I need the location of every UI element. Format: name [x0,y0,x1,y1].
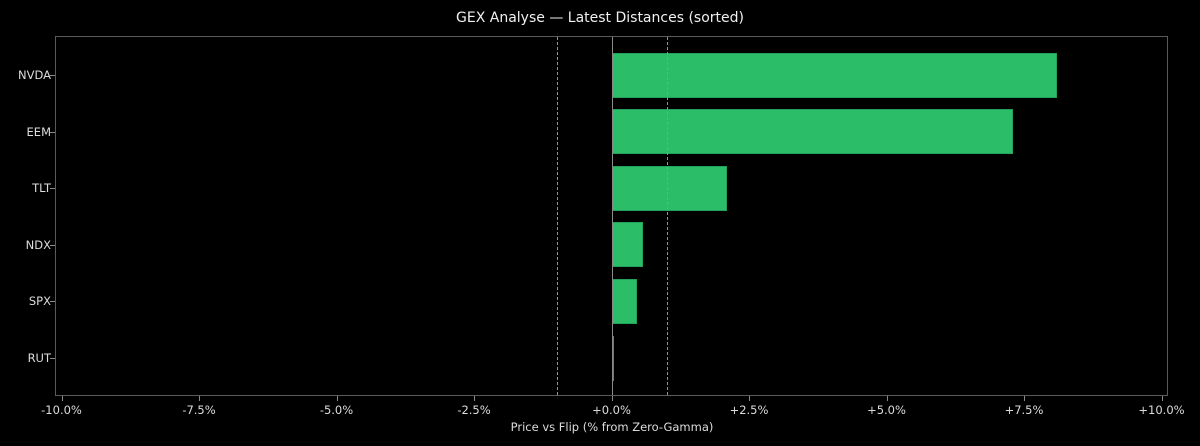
threshold-line [556,37,558,395]
x-tick [61,396,63,401]
x-tick [199,396,200,401]
x-tick-label: -2.5% [457,403,491,417]
bar-tlt [611,165,727,211]
chart-title: GEX Analyse — Latest Distances (sorted) [456,10,744,26]
bar-ndx [611,222,643,268]
x-tick [886,396,888,401]
y-tick [50,358,55,359]
x-tick-label: +5.0% [867,403,906,417]
bar-spx [611,278,638,324]
x-tick-label: -7.5% [182,403,216,417]
y-tick-label: NVDA [18,68,51,82]
y-tick-label: NDX [25,237,51,252]
plot-area [55,36,1168,396]
threshold-line [666,37,668,395]
zero-line [611,37,613,395]
x-tick [749,396,750,401]
x-tick-label: +2.5% [729,403,769,417]
x-axis-title: Price vs Flip (% from Zero-Gamma) [510,420,714,434]
y-tick-label: TLT [32,181,51,196]
y-tick [50,244,55,246]
y-tick-label: EEM [26,124,51,139]
x-tick [611,396,613,401]
x-tick-label: -10.0% [41,403,82,417]
x-tick [336,396,338,401]
y-tick [50,301,55,303]
x-tick-label: +0.0% [592,403,631,417]
bar-nvda [611,52,1057,98]
x-tick [1024,396,1025,401]
y-tick-label: SPX [28,294,51,309]
x-tick-label: +7.5% [1004,403,1044,417]
bar-eem [611,109,1013,155]
x-tick [474,396,475,401]
y-tick [50,75,55,76]
x-tick-label: -5.0% [319,403,354,417]
y-tick [50,131,55,133]
y-tick [50,188,55,190]
x-tick-label: +10.0% [1138,403,1185,417]
y-tick-label: RUT [27,351,51,365]
x-tick [1161,396,1163,401]
